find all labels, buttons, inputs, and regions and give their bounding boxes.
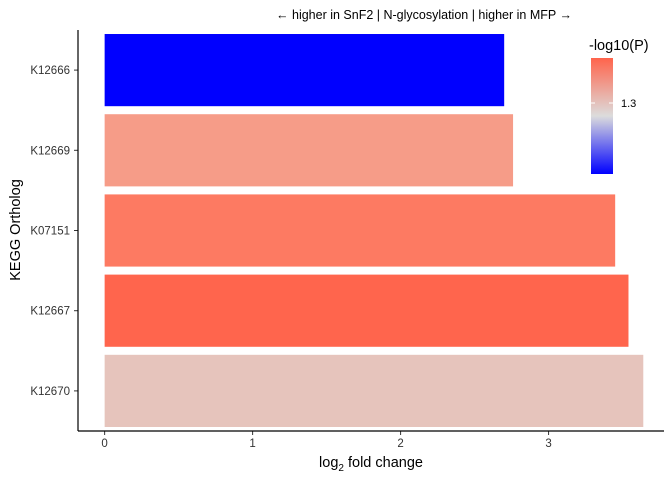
bar-K07151 bbox=[104, 194, 616, 267]
bars-group bbox=[104, 34, 644, 427]
y-tick-label: K07151 bbox=[30, 226, 70, 238]
x-axis-ticks: 0 1 2 3 bbox=[101, 431, 552, 450]
legend-tick-label: 1.3 bbox=[621, 98, 636, 110]
x-tick-label: 3 bbox=[545, 438, 551, 450]
bar-K12666 bbox=[104, 34, 505, 107]
y-tick-label: K12669 bbox=[30, 145, 70, 157]
y-tick-label: K12667 bbox=[30, 306, 70, 318]
bar-K12669 bbox=[104, 114, 514, 187]
y-axis-label: KEGG Ortholog bbox=[8, 179, 24, 281]
legend-color-bar bbox=[591, 58, 613, 174]
bar-K12667 bbox=[104, 274, 629, 347]
x-axis-label-main: log bbox=[319, 455, 338, 471]
x-axis-label: log2 fold change bbox=[319, 455, 423, 474]
x-tick-label: 2 bbox=[397, 438, 403, 450]
y-tick-label: K12666 bbox=[30, 65, 70, 77]
y-tick-label: K12670 bbox=[30, 386, 70, 398]
legend-title: -log10(P) bbox=[589, 38, 649, 54]
y-axis-ticks: K12666 K12669 K07151 K12667 K12670 bbox=[30, 65, 78, 398]
legend: -log10(P) 1.3 bbox=[589, 38, 649, 174]
x-tick-label: 0 bbox=[101, 438, 107, 450]
bar-K12670 bbox=[104, 354, 644, 427]
x-tick-label: 1 bbox=[249, 438, 255, 450]
x-axis-label-rest: fold change bbox=[344, 455, 423, 471]
x-axis-label-subscript: 2 bbox=[338, 463, 344, 474]
chart-title: ← higher in SnF2 | N-glycosylation | hig… bbox=[276, 8, 572, 22]
